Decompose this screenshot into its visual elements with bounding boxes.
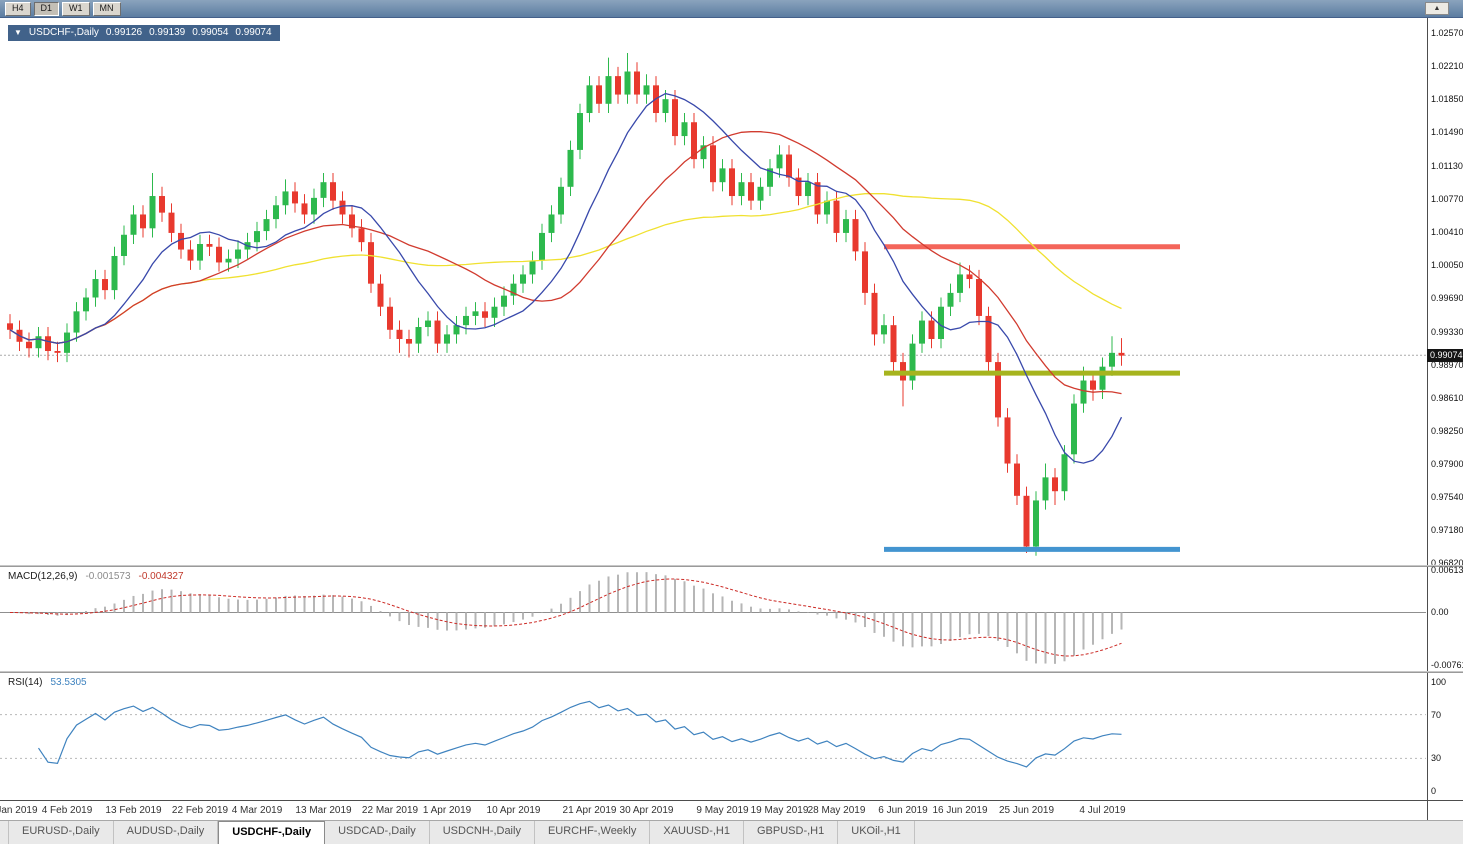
- tab-usdchf-daily[interactable]: USDCHF-,Daily: [218, 821, 326, 844]
- price-scale-tick: 1.00410: [1431, 227, 1463, 237]
- price-scale[interactable]: 1.02570 1.02210 1.01850 1.01490 1.01130 1.007…: [1427, 18, 1463, 569]
- rsi-value: 53.5305: [50, 677, 87, 688]
- macd-scale-tick: 0.00: [1431, 607, 1449, 618]
- chart-title-bar: ▼ USDCHF-,Daily 0.99126 0.99139 0.99054 …: [8, 25, 280, 41]
- price-scale-tick: 0.97180: [1431, 524, 1463, 535]
- time-axis-label: 19 May 2019: [750, 805, 809, 816]
- panel-divider-rsi[interactable]: [0, 671, 1463, 673]
- rsi-chart[interactable]: [0, 673, 1426, 800]
- macd-scale-tick: 0.00613: [1431, 565, 1463, 576]
- rsi-label-row: RSI(14) 53.5305: [8, 677, 87, 688]
- tab-gbpusd-h1[interactable]: GBPUSD-,H1: [744, 821, 839, 844]
- macd-chart[interactable]: [0, 567, 1426, 671]
- rsi-scale-tick: 70: [1431, 709, 1442, 720]
- time-axis-label: 4 Jul 2019: [1079, 805, 1126, 816]
- tab-eurusd-daily[interactable]: EURUSD-,Daily: [8, 821, 114, 844]
- macd-indicator-name: MACD(12,26,9): [8, 571, 78, 582]
- time-axis-label: 1 Apr 2019: [422, 805, 472, 816]
- scale-scroll-up-button[interactable]: ▲: [1425, 2, 1449, 15]
- tab-ukoil-h1[interactable]: UKOil-,H1: [838, 821, 915, 844]
- quote-open: 0.99126: [105, 27, 143, 38]
- price-scale-tick: 1.01130: [1431, 160, 1463, 171]
- macd-main-value: -0.001573: [85, 571, 131, 582]
- rsi-scale[interactable]: 100 70 30 0: [1427, 673, 1463, 800]
- time-axis-label: 4 Feb 2019: [41, 805, 93, 816]
- rsi-indicator-name: RSI(14): [8, 677, 43, 688]
- up-arrow-icon: ▲: [1433, 5, 1441, 12]
- price-scale-tick: 0.99690: [1431, 293, 1463, 304]
- current-price-badge: 0.99074: [1427, 349, 1463, 363]
- price-scale-tick: 0.99330: [1431, 326, 1463, 337]
- chart-tabs-bar: EURUSD-,Daily AUDUSD-,Daily USDCHF-,Daily U…: [0, 820, 1463, 844]
- timeframe-button-h4[interactable]: H4: [5, 1, 31, 16]
- rsi-scale-tick: 30: [1431, 753, 1442, 764]
- timeframe-button-d1[interactable]: D1: [33, 1, 60, 16]
- tab-xauusd-h1[interactable]: XAUUSD-,H1: [650, 821, 744, 844]
- timeframe-toolbar: H4 D1 W1 MN ▲: [0, 0, 1463, 18]
- timeframe-button-w1[interactable]: W1: [62, 1, 90, 16]
- tab-audusd-daily[interactable]: AUDUSD-,Daily: [114, 821, 219, 844]
- quote-low: 0.99054: [192, 27, 229, 38]
- time-axis-label: 4 Mar 2019: [231, 805, 283, 816]
- macd-scale[interactable]: 0.00613 0.00 -0.00761: [1427, 565, 1463, 671]
- time-axis-label: 25 Jan 2019: [0, 805, 38, 816]
- rsi-indicator-panel: RSI(14) 53.5305 100 70 30 0: [0, 673, 1463, 800]
- time-axis-label: 13 Mar 2019: [295, 805, 352, 816]
- price-chart-panel: ▼ USDCHF-,Daily 0.99126 0.99139 0.99054 …: [0, 18, 1463, 569]
- time-axis-label: 28 May 2019: [807, 805, 866, 816]
- price-scale-tick: 1.01850: [1431, 94, 1463, 105]
- time-axis-label: 30 Apr 2019: [619, 805, 674, 816]
- time-axis-label: 16 Jun 2019: [932, 805, 988, 816]
- price-scale-tick: 1.02210: [1431, 60, 1463, 71]
- tab-usdcad-daily[interactable]: USDCAD-,Daily: [325, 821, 430, 844]
- price-scale-tick: 1.02570: [1431, 27, 1463, 38]
- time-axis-label: 10 Apr 2019: [486, 805, 541, 816]
- price-scale-tick: 1.01490: [1431, 127, 1463, 138]
- price-scale-tick: 1.00770: [1431, 193, 1463, 204]
- quote-close: 0.99074: [235, 27, 272, 38]
- time-axis-label: 13 Feb 2019: [105, 805, 162, 816]
- macd-indicator-panel: MACD(12,26,9) -0.001573 -0.004327 0.0061…: [0, 565, 1463, 671]
- tab-eurchf-weekly[interactable]: EURCHF-,Weekly: [535, 821, 651, 844]
- macd-signal-value: -0.004327: [138, 571, 184, 582]
- time-axis-label: 22 Feb 2019: [171, 805, 229, 816]
- tab-usdcnh-daily[interactable]: USDCNH-,Daily: [430, 821, 535, 844]
- macd-scale-tick: -0.00761: [1431, 659, 1463, 670]
- scale-corner: [1427, 801, 1463, 820]
- time-axis-label: 22 Mar 2019: [361, 805, 419, 816]
- collapse-icon[interactable]: ▼: [14, 28, 22, 37]
- price-scale-tick: 0.96820: [1431, 558, 1463, 569]
- price-scale-tick: 0.98610: [1431, 393, 1463, 404]
- price-scale-tick: 0.97900: [1431, 458, 1463, 469]
- time-axis-label: 9 May 2019: [696, 805, 749, 816]
- time-axis-label: 21 Apr 2019: [562, 805, 617, 816]
- price-scale-tick: 0.98250: [1431, 426, 1463, 437]
- macd-label-row: MACD(12,26,9) -0.001573 -0.004327: [8, 571, 184, 582]
- time-axis-label: 6 Jun 2019: [878, 805, 928, 816]
- price-scale-tick: 1.00050: [1431, 260, 1463, 271]
- time-axis-label: 25 Jun 2019: [998, 805, 1055, 816]
- rsi-scale-tick: 0: [1431, 786, 1437, 797]
- timeframe-button-mn[interactable]: MN: [92, 1, 121, 16]
- chart-symbol-label: USDCHF-,Daily: [28, 27, 99, 38]
- quote-high: 0.99139: [149, 27, 186, 38]
- rsi-scale-tick: 100: [1431, 676, 1447, 687]
- candlestick-chart[interactable]: [0, 18, 1426, 565]
- panel-divider-macd[interactable]: [0, 565, 1463, 567]
- price-scale-tick: 0.97540: [1431, 491, 1463, 502]
- price-scale-tick: 0.98970: [1431, 359, 1463, 370]
